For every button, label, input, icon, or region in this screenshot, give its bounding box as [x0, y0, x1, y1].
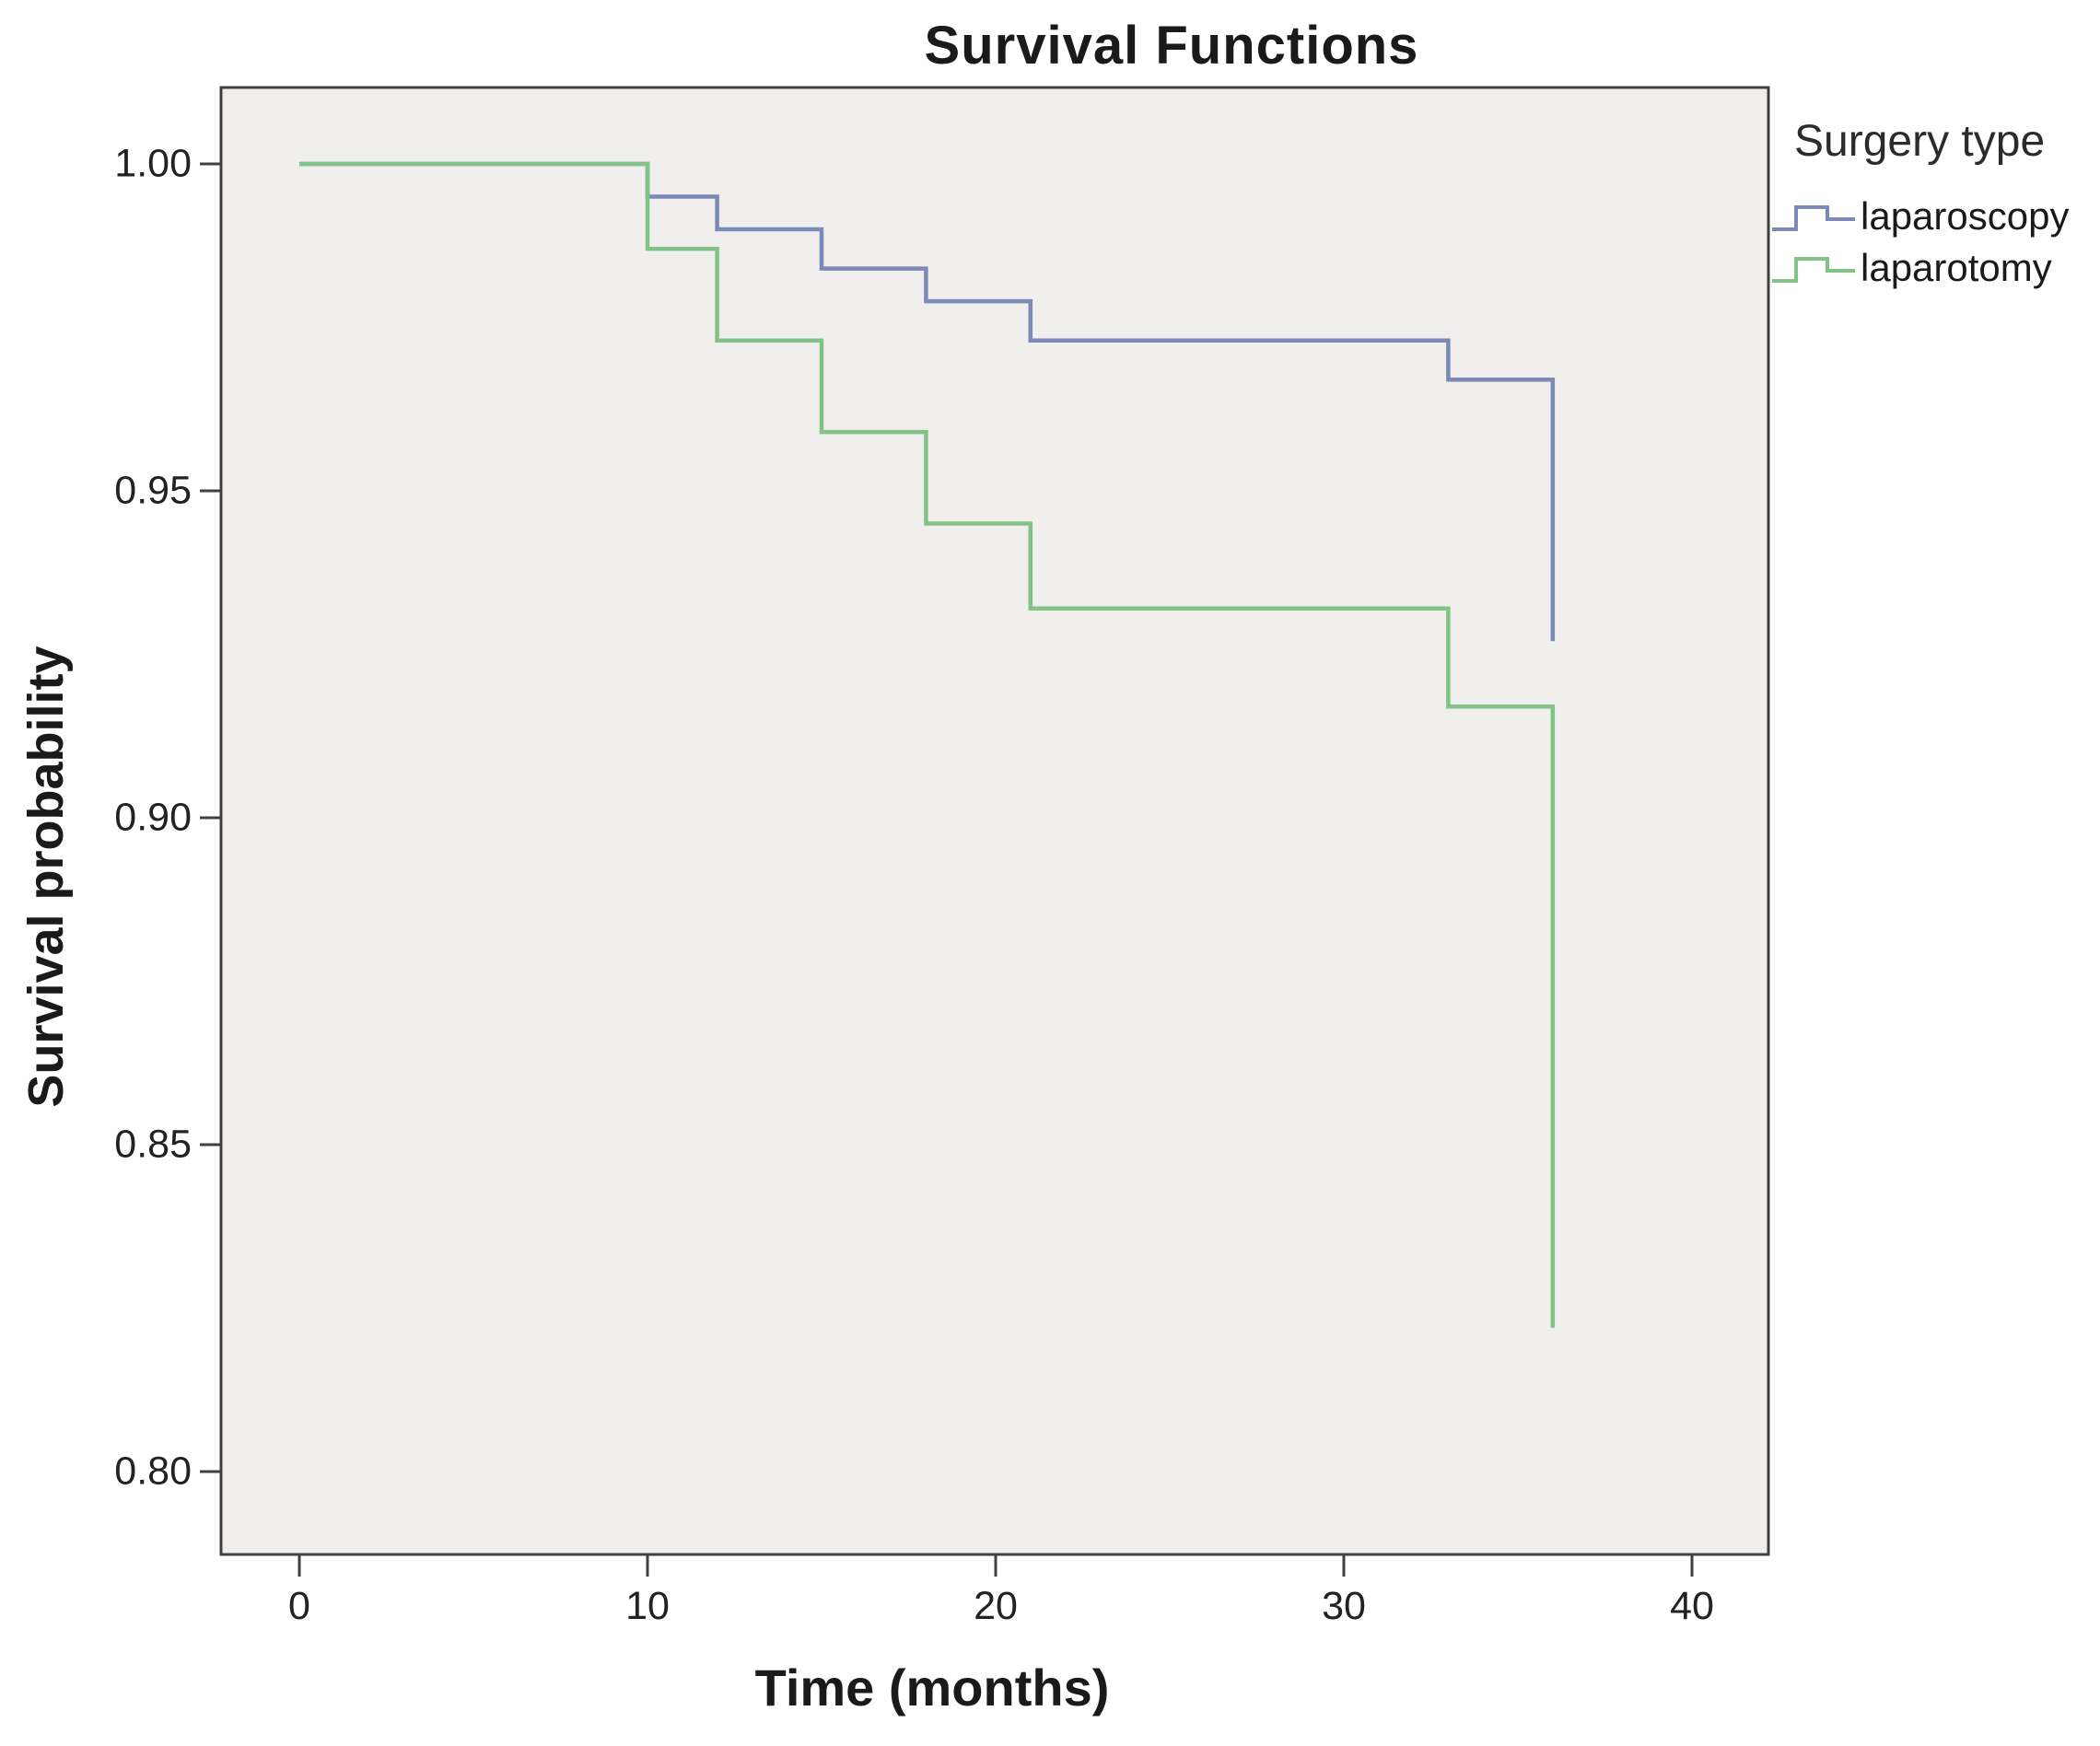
legend-item-laparoscopy: laparoscopy — [1770, 191, 2069, 242]
y-tick-label: 0.90 — [114, 795, 192, 840]
survival-curves — [299, 161, 1556, 1328]
x-tick-label: 30 — [1322, 1584, 1366, 1628]
plot-background — [221, 87, 1768, 1554]
y-tick-label: 0.80 — [114, 1449, 192, 1494]
legend: Surgery type laparoscopy laparotomy — [1770, 116, 2069, 294]
legend-line-swatch-icon — [1772, 257, 1855, 283]
legend-line-swatch-icon — [1772, 205, 1855, 231]
legend-item-laparotomy: laparotomy — [1770, 242, 2069, 294]
chart-title: Survival Functions — [924, 16, 1419, 76]
series-line-laparotomy — [299, 161, 1556, 1328]
y-axis-title: Survival probability — [18, 646, 74, 1108]
x-tick-label: 10 — [625, 1584, 670, 1628]
series-line-laparoscopy — [299, 161, 1556, 642]
x-axis-title: Time (months) — [754, 1659, 1110, 1717]
x-tick-label: 40 — [1670, 1584, 1714, 1628]
legend-step-glyph-icon — [1772, 205, 1855, 231]
x-tick-label: 0 — [288, 1584, 310, 1628]
y-tick-label: 0.85 — [114, 1122, 192, 1167]
plot-frame — [219, 86, 1770, 1556]
legend-item-label: laparoscopy — [1861, 194, 2070, 238]
legend-items: laparoscopy laparotomy — [1770, 191, 2069, 294]
legend-item-label: laparotomy — [1861, 246, 2052, 289]
tick-marks — [200, 162, 1694, 1577]
x-tick-label: 20 — [974, 1584, 1018, 1628]
legend-title: Surgery type — [1794, 117, 2046, 166]
y-tick-label: 1.00 — [114, 141, 192, 186]
legend-step-glyph-icon — [1772, 257, 1855, 283]
y-tick-label: 0.95 — [114, 468, 192, 513]
